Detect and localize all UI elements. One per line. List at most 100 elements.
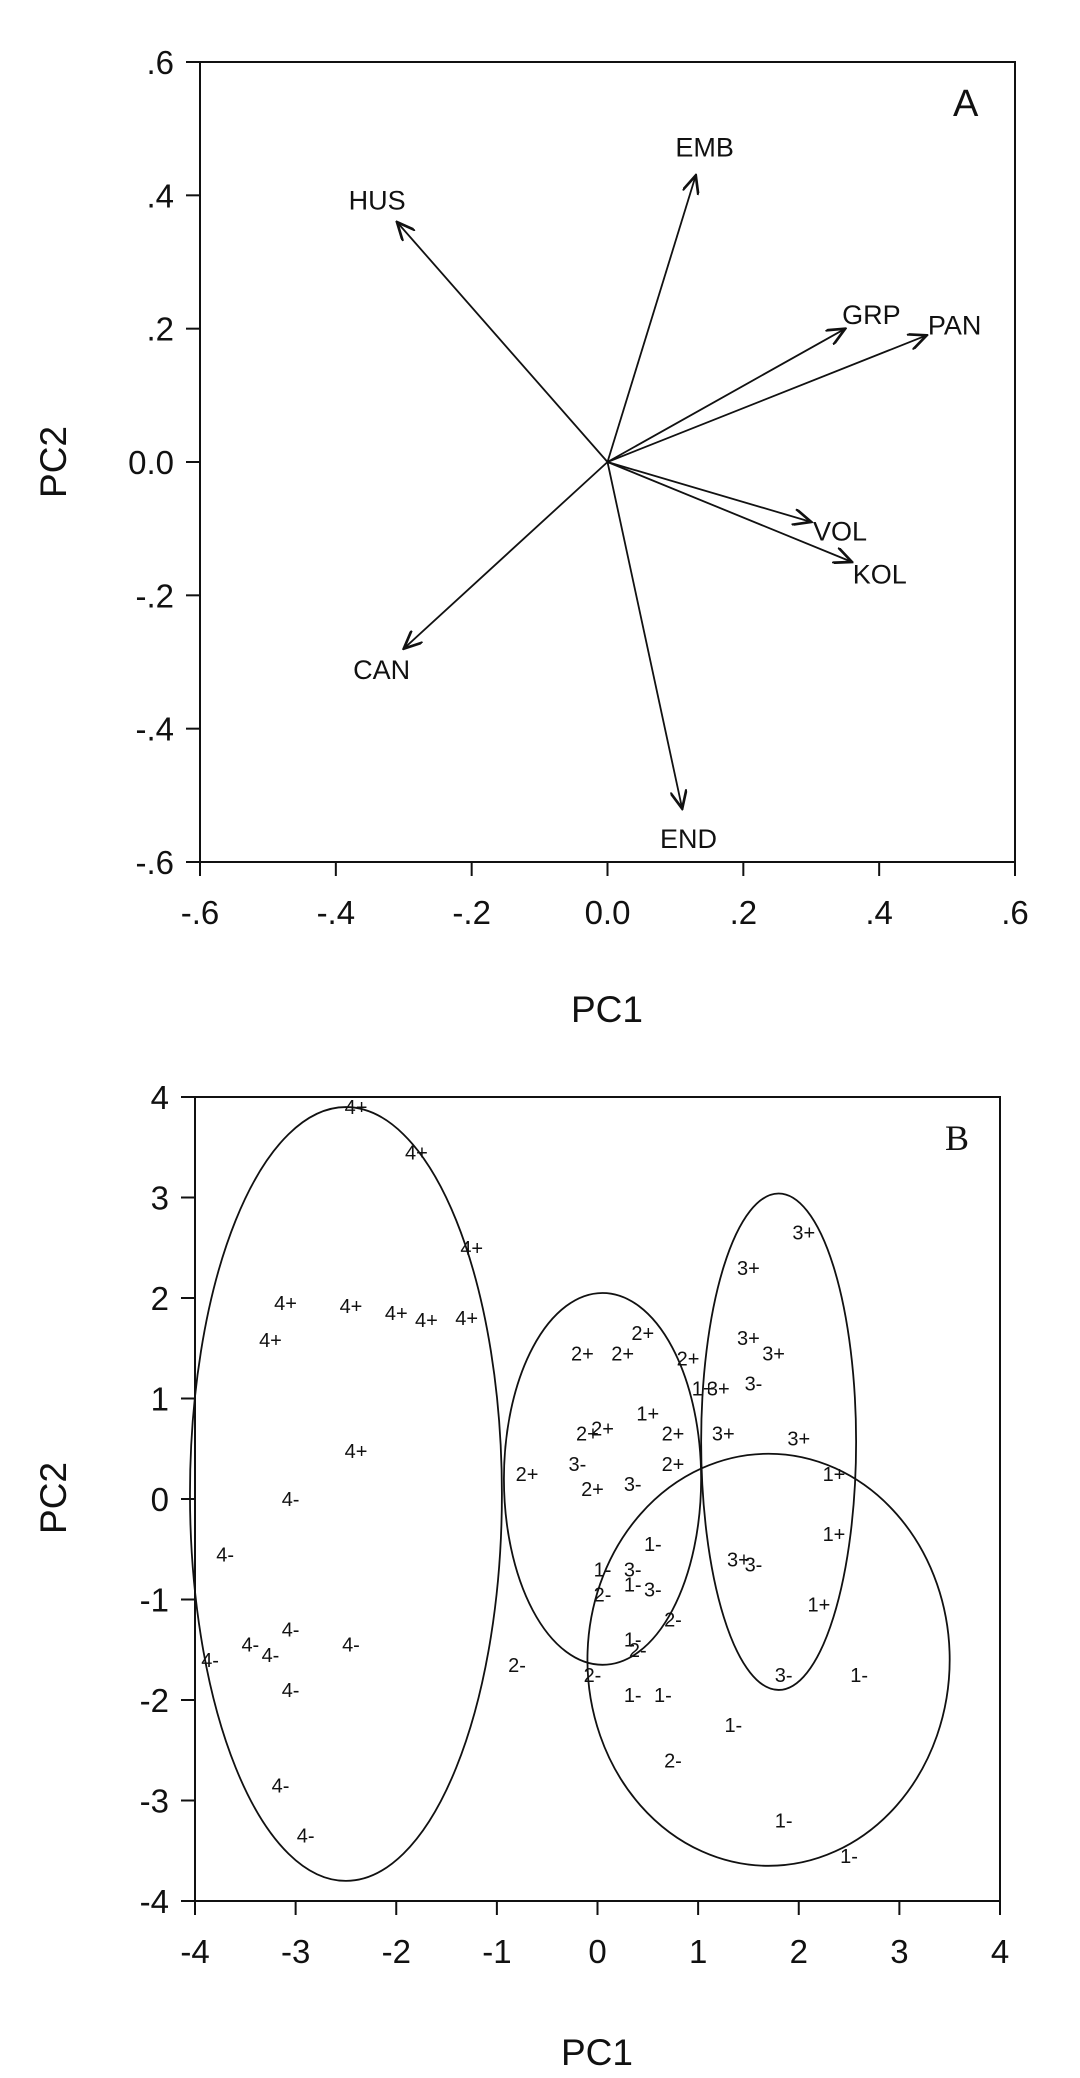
- point-label: 4+: [274, 1293, 297, 1315]
- point-label: 4-: [282, 1680, 300, 1702]
- panel-a-x-tick-label: .6: [1001, 894, 1029, 931]
- point-label: 1-: [724, 1715, 742, 1737]
- point-label: 4-: [241, 1635, 259, 1657]
- point-label: 1-: [624, 1630, 642, 1652]
- vector-emb-arrow: [606, 175, 696, 463]
- point-label: 1+: [823, 1464, 846, 1486]
- point-label: 1+: [636, 1404, 659, 1426]
- point-label: 4-: [272, 1775, 290, 1797]
- point-label: 3+: [737, 1258, 760, 1280]
- panel-b-letter: B: [945, 1118, 969, 1158]
- panel-b-y-tick-label: -2: [140, 1682, 169, 1719]
- point-label: 3-: [624, 1474, 642, 1496]
- point-label: 2-: [584, 1665, 602, 1687]
- point-label: 4+: [385, 1303, 408, 1325]
- vector-pan-label: PAN: [928, 310, 982, 340]
- panel-b-x-tick-label: 2: [790, 1933, 808, 1970]
- point-label: 4+: [345, 1097, 368, 1119]
- point-label: 3+: [792, 1223, 815, 1245]
- vector-kol-label: KOL: [853, 559, 907, 589]
- point-label: 4+: [259, 1330, 282, 1352]
- point-label: 3+: [707, 1378, 730, 1400]
- panel-b-x-tick-label: -3: [281, 1933, 310, 1970]
- group-ellipse-3: [700, 1192, 858, 1691]
- point-label: 3+: [787, 1429, 810, 1451]
- vector-vol-label: VOL: [813, 516, 867, 546]
- vector-end-arrow: [606, 461, 683, 809]
- panel-b-x-tick-label: 0: [588, 1933, 606, 1970]
- point-label: 1-: [624, 1574, 642, 1596]
- panel-a-y-tick-label: -.6: [135, 844, 174, 881]
- panel-a-x-tick-label: 0.0: [585, 894, 631, 931]
- point-label: 3-: [745, 1554, 763, 1576]
- point-label: 2+: [581, 1479, 604, 1501]
- vector-grp-arrow: [607, 329, 846, 463]
- point-label: 4-: [282, 1489, 300, 1511]
- panel-b-x-tick-label: 1: [689, 1933, 707, 1970]
- panel-b-x-tick-label: 3: [890, 1933, 908, 1970]
- point-label: 4-: [297, 1826, 315, 1848]
- panel-a-x-tick-label: -.6: [181, 894, 220, 931]
- point-label: 4-: [201, 1650, 219, 1672]
- point-label: 2-: [594, 1584, 612, 1606]
- point-label: 4+: [345, 1441, 368, 1463]
- vector-emb-label: EMB: [675, 133, 734, 163]
- panel-b-x-tick-label: -2: [382, 1933, 411, 1970]
- panel-a-x-axis-title: PC1: [571, 989, 643, 1030]
- vector-can-label: CAN: [353, 655, 410, 685]
- point-label: 3-: [624, 1559, 642, 1581]
- point-label: 1+: [807, 1595, 830, 1617]
- panel-a-y-tick-label: .4: [146, 177, 174, 214]
- panel-a-letter: A: [953, 83, 979, 125]
- panel-a-y-tick-label: 0.0: [128, 444, 174, 481]
- panel-b-y-tick-label: 1: [151, 1381, 169, 1418]
- point-label: 1-: [840, 1846, 858, 1868]
- point-label: 2-: [629, 1640, 647, 1662]
- point-label: 3+: [737, 1328, 760, 1350]
- point-label: 3-: [745, 1373, 763, 1395]
- panel-b-y-tick-label: 0: [151, 1481, 169, 1518]
- point-label: 4+: [455, 1308, 478, 1330]
- point-label: 1+: [823, 1524, 846, 1546]
- point-label: 2+: [662, 1454, 685, 1476]
- vector-pan-arrow: [607, 335, 927, 463]
- point-label: 2-: [664, 1750, 682, 1772]
- panel-a-y-tick-label: .2: [146, 311, 174, 348]
- point-label: 1-: [594, 1559, 612, 1581]
- vector-hus-arrow: [397, 222, 609, 463]
- panel-b-y-tick-label: -1: [140, 1582, 169, 1619]
- vector-hus-label: HUS: [349, 185, 406, 215]
- point-label: 2+: [516, 1464, 539, 1486]
- point-label: 1-: [850, 1665, 868, 1687]
- panel-b-y-tick-label: 4: [151, 1079, 169, 1116]
- point-label: 2+: [591, 1419, 614, 1441]
- panel-b-x-tick-label: 4: [991, 1933, 1009, 1970]
- group-ellipse-1: [189, 1106, 503, 1882]
- point-label: 3-: [568, 1454, 586, 1476]
- point-label: 4-: [282, 1620, 300, 1642]
- panel-a-ticks: -.6 -.4 -.2 0.0 .2 .4 .6 .6 .4 .2 0.0 -.2 -.4 -.6: [128, 44, 1029, 931]
- point-label: 4+: [340, 1296, 363, 1318]
- vector-end-label: END: [660, 824, 717, 854]
- panel-b-y-axis-title: PC2: [33, 1462, 74, 1534]
- panel-a-y-tick-label: -.4: [135, 711, 174, 748]
- point-label: 1-: [775, 1811, 793, 1833]
- point-label: 2-: [508, 1655, 526, 1677]
- panel-b-score-plot: -4 -3 -2 -1 0 1 2 3 4 4 3 2 1 0 -1 -2 -3 -4 4+ 4+ 4+ 4+ 4+ 4+ 4…: [33, 1079, 1009, 2073]
- panel-b-x-axis-title: PC1: [561, 2032, 633, 2073]
- panel-a-y-tick-label: .6: [146, 44, 174, 81]
- point-label: 4-: [216, 1544, 234, 1566]
- vector-can-arrow: [404, 461, 609, 649]
- vector-kol-arrow: [607, 461, 853, 562]
- panel-b-y-tick-label: -4: [140, 1883, 169, 1920]
- point-label: 1-: [654, 1685, 672, 1707]
- panel-a-loading-vectors: EMB HUS GRP PAN VOL KOL CAN END: [349, 133, 982, 854]
- vector-vol-arrow: [607, 461, 812, 522]
- point-label: 1-: [624, 1685, 642, 1707]
- panel-a-x-tick-label: .4: [865, 894, 893, 931]
- point-label: 3+: [762, 1343, 785, 1365]
- panel-b-y-tick-label: 3: [151, 1180, 169, 1217]
- panel-a-y-axis-title: PC2: [33, 426, 74, 498]
- point-label: 3-: [644, 1579, 662, 1601]
- point-label: 2+: [576, 1424, 599, 1446]
